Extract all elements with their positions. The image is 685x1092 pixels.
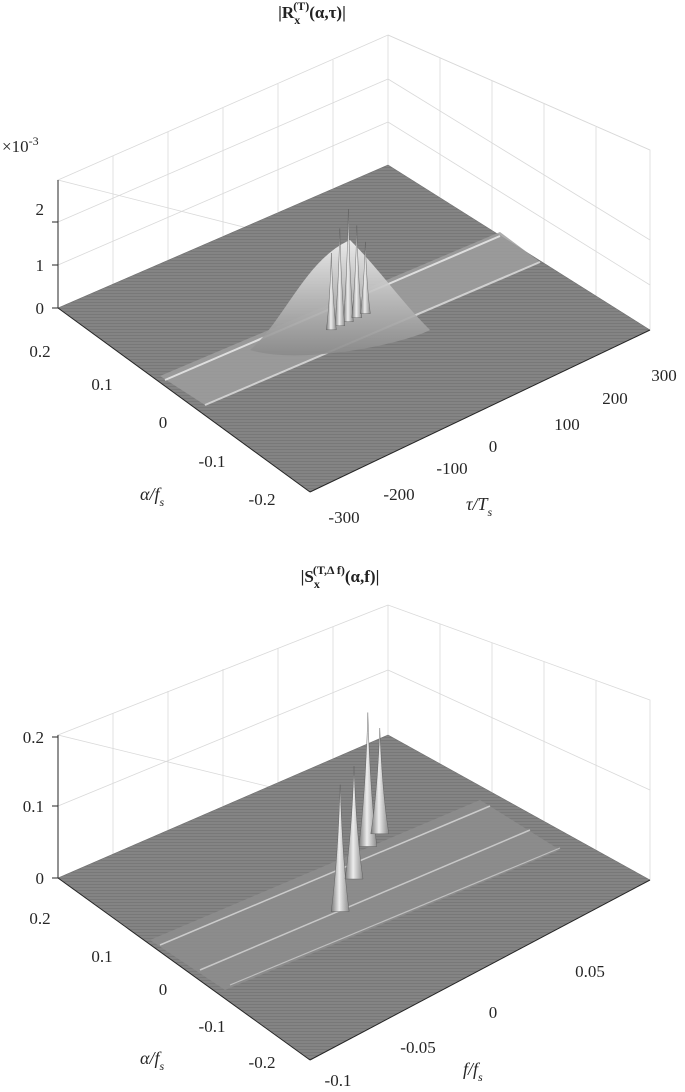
chart1-zscale-label: ×10-3 xyxy=(2,134,39,156)
chart2-xtick-2: 0 xyxy=(489,1003,498,1022)
chart1-peaks xyxy=(326,209,371,330)
chart1-peak-2 xyxy=(351,225,363,318)
chart1-ytick-3: -0.1 xyxy=(199,452,226,471)
chart2-peak-0 xyxy=(330,784,350,912)
chart2-title: |Sx(T,Δ f)(α,f)| xyxy=(301,563,380,591)
chart1-ytick-0: 0.2 xyxy=(29,342,50,361)
chart2-ytick-0: 0.2 xyxy=(29,909,50,928)
chart1-xtick-2: -100 xyxy=(436,459,467,478)
chart1-xtick-3: 0 xyxy=(489,437,498,456)
chart1-peak-0 xyxy=(343,209,354,322)
chart1-ylabel: α/fs xyxy=(140,484,164,509)
chart2-noise-band xyxy=(150,800,560,990)
chart1-ztick-1: 1 xyxy=(36,256,45,275)
spectral-surface-chart: |Sx(T,Δ f)(α,f)| xyxy=(23,563,651,1090)
chart1-xtick-6: 300 xyxy=(651,366,677,385)
chart1-ytick-1: 0.1 xyxy=(91,375,112,394)
chart2-ytick-1: 0.1 xyxy=(91,947,112,966)
chart1-xlabel: τ/Ts xyxy=(466,494,492,519)
chart2-xtick-1: -0.05 xyxy=(400,1038,435,1057)
chart1-xtick-4: 100 xyxy=(554,415,580,434)
chart2-peaks xyxy=(330,712,390,912)
chart2-xlabel: f/fs xyxy=(463,1059,483,1084)
chart2-ytick-4: -0.2 xyxy=(249,1053,276,1072)
chart2-xtick-3: 0.05 xyxy=(575,962,605,981)
chart1-ytick-2: 0 xyxy=(159,413,168,432)
chart2-ztick-1: 0.1 xyxy=(23,797,44,816)
chart2-ytick-3: -0.1 xyxy=(199,1017,226,1036)
chart2-peak-2 xyxy=(344,766,364,880)
chart2-ztick-2: 0.2 xyxy=(23,728,44,747)
chart1-xtick-1: -200 xyxy=(383,485,414,504)
chart2-ytick-2: 0 xyxy=(159,980,168,999)
chart1-xtick-0: -300 xyxy=(328,508,359,527)
chart2-xtick-0: -0.1 xyxy=(325,1071,352,1090)
chart1-xtick-5: 200 xyxy=(602,389,628,408)
chart1-ytick-4: -0.2 xyxy=(249,490,276,509)
chart1-peak-4 xyxy=(360,241,371,314)
chart1-peak-3 xyxy=(326,252,337,330)
chart2-peak-3 xyxy=(370,728,390,834)
chart2-ylabel: α/fs xyxy=(140,1048,164,1073)
chart1-peak-1 xyxy=(334,228,346,326)
chart1-title: |Rx(T)(α,τ)| xyxy=(278,0,346,27)
chart2-ztick-0: 0 xyxy=(36,869,45,888)
correlation-surface-chart: |Rx(T)(α,τ)| ×10-3 xyxy=(2,0,677,527)
chart1-ztick-2: 2 xyxy=(36,200,45,219)
chart1-ztick-0: 0 xyxy=(36,299,45,318)
